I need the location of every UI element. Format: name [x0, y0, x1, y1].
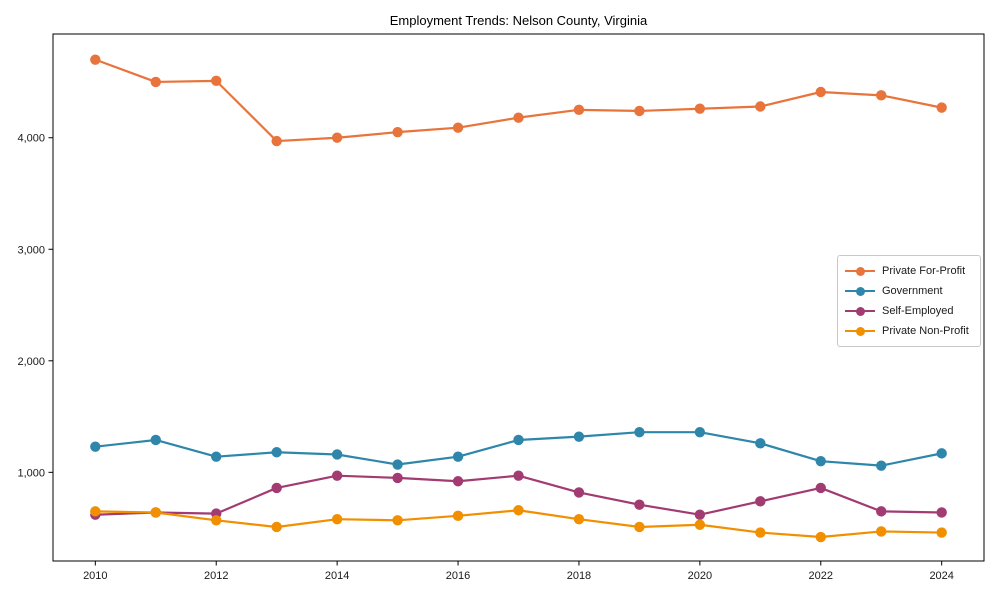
legend-item-private-for-profit: Private For-Profit — [845, 261, 974, 281]
data-point-private-for-profit — [392, 126, 403, 138]
data-point-private-non-profit — [271, 521, 282, 533]
data-point-private-for-profit — [452, 122, 464, 133]
data-point-private-non-profit — [211, 515, 222, 526]
data-point-private-for-profit — [513, 112, 524, 123]
x-tick-label: 2012 — [204, 570, 228, 582]
data-point-government — [150, 434, 161, 446]
legend-item-private-non-profit: Private Non-Profit — [845, 321, 974, 341]
data-point-private-non-profit — [694, 519, 706, 530]
line-marker-icon — [845, 306, 875, 317]
legend-label: Private Non-Profit — [882, 325, 969, 337]
data-point-private-non-profit — [876, 526, 887, 537]
data-point-government — [876, 460, 887, 471]
data-point-private-for-profit — [271, 135, 282, 147]
data-point-government — [755, 438, 766, 449]
data-point-self-employed — [815, 482, 826, 494]
line-marker-icon — [845, 266, 875, 277]
data-point-government — [452, 451, 464, 462]
legend-label: Private For-Profit — [882, 265, 966, 277]
data-point-self-employed — [331, 470, 343, 481]
data-point-private-for-profit — [634, 105, 645, 117]
data-point-private-for-profit — [694, 103, 706, 114]
x-tick-label: 2016 — [446, 570, 470, 582]
x-tick-label: 2024 — [929, 570, 953, 582]
x-tick-label: 2018 — [567, 570, 591, 582]
data-point-private-non-profit — [755, 527, 766, 538]
data-point-private-non-profit — [331, 513, 343, 525]
data-point-private-non-profit — [634, 521, 645, 533]
data-point-self-employed — [452, 476, 464, 487]
data-point-self-employed — [513, 470, 524, 481]
data-point-self-employed — [936, 507, 947, 518]
line-marker-icon — [845, 326, 875, 337]
data-point-government — [694, 426, 706, 438]
data-point-government — [634, 426, 645, 438]
data-point-government — [815, 455, 826, 467]
y-tick-label: 2,000 — [17, 356, 45, 368]
data-point-private-non-profit — [150, 507, 161, 518]
legend: Private For-Profit Government Self-Emplo… — [837, 255, 981, 347]
data-point-self-employed — [573, 487, 585, 498]
data-point-self-employed — [271, 482, 282, 494]
data-point-private-non-profit — [392, 515, 403, 526]
data-point-private-non-profit — [936, 527, 947, 538]
data-point-private-for-profit — [755, 101, 766, 112]
data-point-self-employed — [634, 499, 645, 510]
data-point-private-for-profit — [573, 104, 585, 116]
data-point-government — [331, 449, 343, 460]
data-point-government — [513, 434, 524, 446]
data-point-private-non-profit — [815, 531, 826, 543]
data-point-government — [271, 447, 282, 458]
chart-title: Employment Trends: Nelson County, Virgin… — [389, 13, 648, 28]
data-point-private-non-profit — [573, 513, 585, 525]
data-point-government — [573, 431, 585, 442]
data-point-private-for-profit — [876, 90, 887, 101]
x-tick-label: 2022 — [809, 570, 833, 582]
data-point-government — [211, 451, 222, 462]
legend-label: Self-Employed — [882, 305, 954, 317]
series-line-private-for-profit — [94, 58, 943, 143]
line-marker-icon — [845, 286, 875, 297]
y-tick-label: 4,000 — [17, 133, 45, 145]
data-point-government — [936, 448, 947, 459]
data-point-private-for-profit — [150, 76, 161, 88]
x-tick-label: 2010 — [83, 570, 107, 582]
x-tick-label: 2014 — [325, 570, 349, 582]
data-point-private-for-profit — [936, 102, 947, 113]
plot-border — [52, 33, 985, 562]
data-point-self-employed — [694, 509, 706, 520]
y-tick-label: 1,000 — [17, 467, 45, 479]
data-point-government — [90, 441, 101, 452]
data-point-private-for-profit — [331, 132, 343, 143]
x-tick-label: 2020 — [688, 570, 712, 582]
data-point-self-employed — [392, 472, 403, 484]
data-point-private-non-profit — [513, 505, 524, 516]
data-point-self-employed — [876, 506, 887, 517]
data-point-government — [392, 459, 403, 470]
data-point-private-for-profit — [815, 86, 826, 98]
data-point-private-non-profit — [90, 506, 101, 517]
data-point-private-for-profit — [211, 75, 222, 87]
legend-label: Government — [882, 285, 943, 297]
legend-item-government: Government — [845, 281, 974, 301]
data-point-private-non-profit — [452, 510, 464, 522]
legend-item-self-employed: Self-Employed — [845, 301, 974, 321]
y-tick-label: 3,000 — [17, 244, 45, 256]
data-point-private-for-profit — [90, 54, 101, 65]
data-point-self-employed — [755, 496, 766, 507]
